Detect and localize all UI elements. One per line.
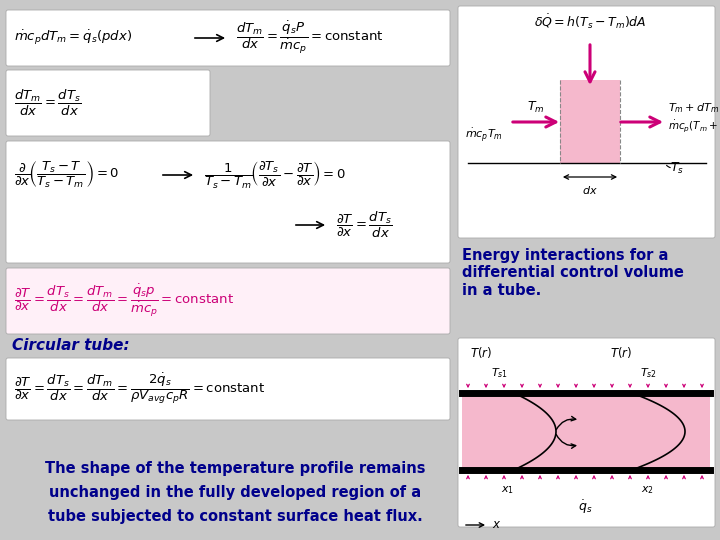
- Text: The shape of the temperature profile remains: The shape of the temperature profile rem…: [45, 461, 426, 476]
- Text: $\dfrac{\partial T}{\partial x} = \dfrac{dT_s}{dx} = \dfrac{dT_m}{dx} = \dfrac{2: $\dfrac{\partial T}{\partial x} = \dfrac…: [14, 372, 265, 407]
- Text: $T(r)$: $T(r)$: [610, 345, 632, 360]
- Text: $\dfrac{\partial}{\partial x}\!\left(\dfrac{T_s - T}{T_s - T_m}\right) = 0$: $\dfrac{\partial}{\partial x}\!\left(\df…: [14, 160, 120, 190]
- Text: $\dot{m}c_p T_m$: $\dot{m}c_p T_m$: [465, 126, 503, 144]
- Text: $x_2$: $x_2$: [642, 484, 654, 496]
- Text: $\dfrac{dT_m}{dx} = \dfrac{dT_s}{dx}$: $\dfrac{dT_m}{dx} = \dfrac{dT_s}{dx}$: [14, 88, 81, 118]
- Bar: [462, 395, 710, 468]
- FancyBboxPatch shape: [458, 338, 715, 527]
- Text: $x_1$: $x_1$: [501, 484, 515, 496]
- Text: $T_{s2}$: $T_{s2}$: [639, 366, 657, 380]
- Text: $\dfrac{dT_m}{dx} = \dfrac{\dot{q}_s P}{\dot{m}c_p} = \mathrm{constant}$: $\dfrac{dT_m}{dx} = \dfrac{\dot{q}_s P}{…: [236, 20, 384, 56]
- Text: $\dfrac{\partial T}{\partial x} = \dfrac{dT_s}{dx} = \dfrac{dT_m}{dx} = \dfrac{\: $\dfrac{\partial T}{\partial x} = \dfrac…: [14, 283, 234, 319]
- FancyBboxPatch shape: [6, 141, 450, 263]
- Text: $x$: $x$: [492, 518, 501, 531]
- Text: $\dot{q}_s$: $\dot{q}_s$: [577, 498, 593, 516]
- FancyBboxPatch shape: [6, 70, 210, 136]
- Bar: [560, 80, 620, 163]
- Text: $\dfrac{\partial T}{\partial x} = \dfrac{dT_s}{dx}$: $\dfrac{\partial T}{\partial x} = \dfrac…: [336, 210, 392, 240]
- FancyBboxPatch shape: [6, 10, 450, 66]
- Text: $T_m$: $T_m$: [527, 99, 545, 114]
- Text: $dx$: $dx$: [582, 184, 598, 196]
- FancyBboxPatch shape: [6, 358, 450, 420]
- Text: $\dot{m}c_p dT_m = \dot{q}_s(pdx)$: $\dot{m}c_p dT_m = \dot{q}_s(pdx)$: [14, 29, 132, 48]
- Text: $\delta\dot{Q} = h(T_s - T_m)dA$: $\delta\dot{Q} = h(T_s - T_m)dA$: [534, 12, 647, 31]
- Text: $T_{s1}$: $T_{s1}$: [492, 366, 508, 380]
- Text: $T_m + dT_m$: $T_m + dT_m$: [668, 101, 719, 115]
- FancyBboxPatch shape: [458, 6, 715, 238]
- Text: Circular tube:: Circular tube:: [12, 338, 130, 353]
- Text: $\dfrac{1}{T_s - T_m}\!\left(\dfrac{\partial T_s}{\partial x} - \dfrac{\partial : $\dfrac{1}{T_s - T_m}\!\left(\dfrac{\par…: [204, 159, 346, 191]
- Text: Energy interactions for a
differential control volume
in a tube.: Energy interactions for a differential c…: [462, 248, 684, 298]
- Text: tube subjected to constant surface heat flux.: tube subjected to constant surface heat …: [48, 509, 423, 523]
- Text: unchanged in the fully developed region of a: unchanged in the fully developed region …: [49, 484, 421, 500]
- Text: $T_s$: $T_s$: [670, 160, 684, 176]
- Text: $\dot{m}c_p(T_m + dT_m)$: $\dot{m}c_p(T_m + dT_m)$: [668, 118, 720, 134]
- FancyBboxPatch shape: [6, 268, 450, 334]
- Text: $T(r)$: $T(r)$: [470, 345, 492, 360]
